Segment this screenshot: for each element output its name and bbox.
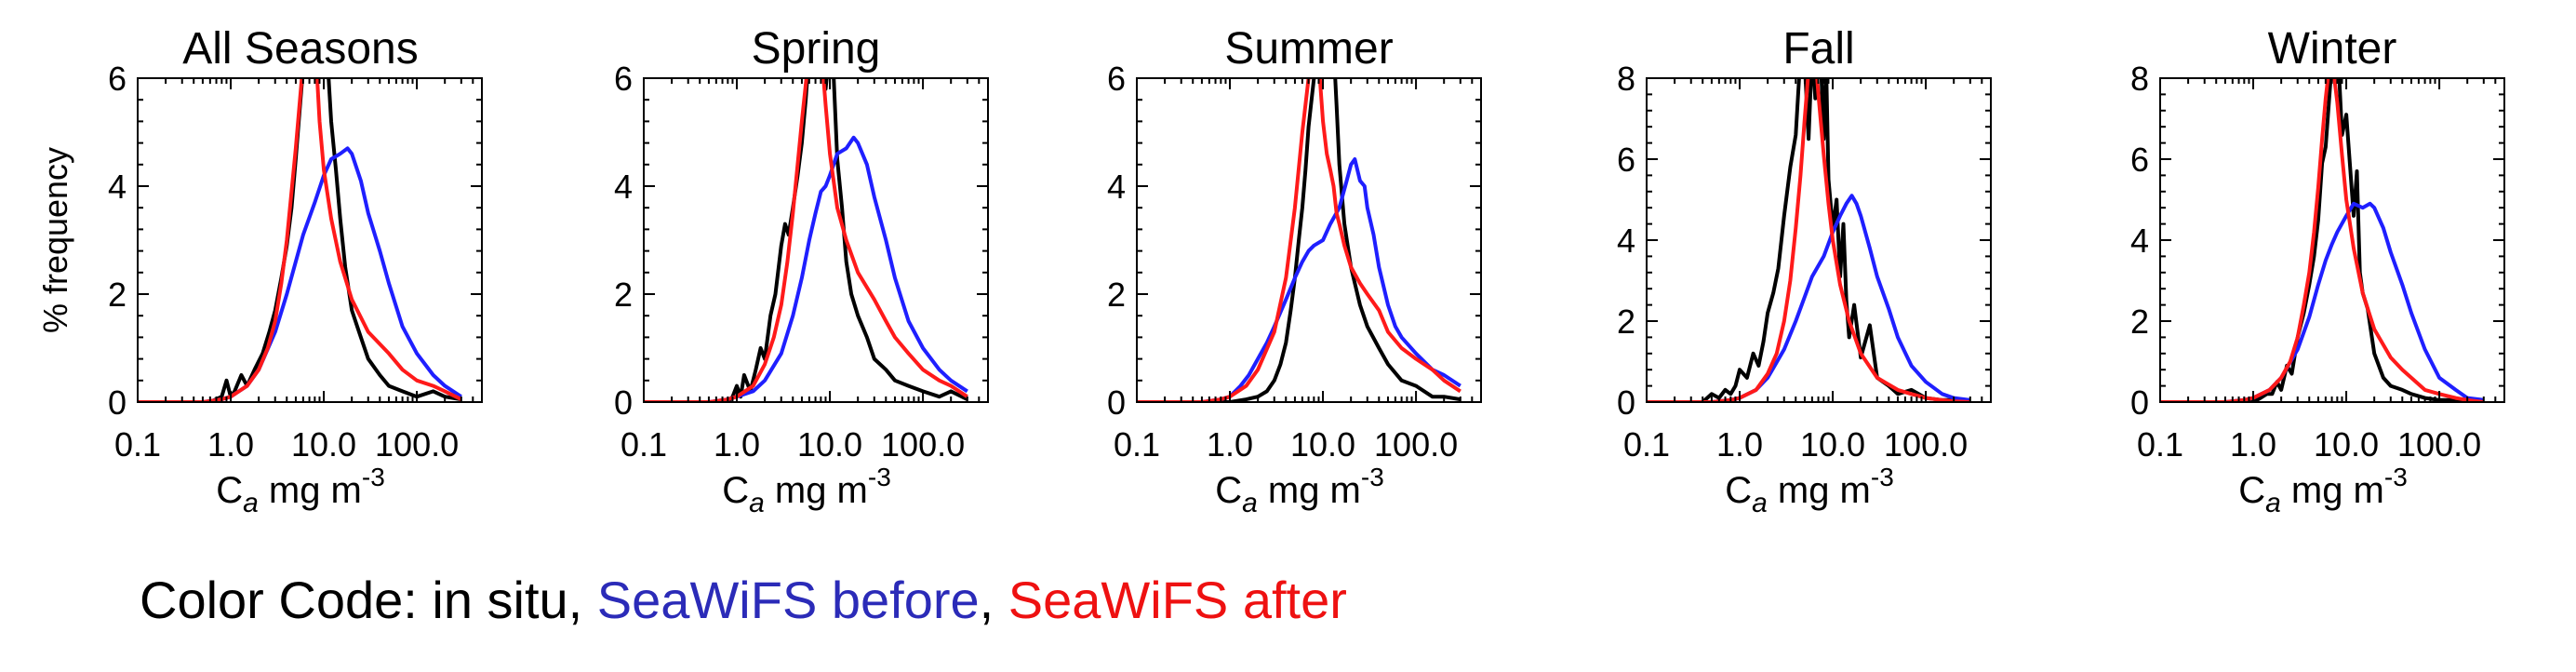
y-tick-label: 6 (2130, 141, 2149, 179)
y-tick-label: 0 (2130, 383, 2149, 422)
x-axis-label: Ca mg m-3 (1215, 463, 1384, 518)
y-tick-label: 4 (1617, 222, 1635, 260)
series-line-seawifs-after (138, 78, 462, 402)
legend-prefix: Color Code: (140, 571, 433, 629)
chart-title: All Seasons (182, 24, 418, 74)
chart-title: Winter (2268, 24, 2397, 74)
x-tick-label: 10.0 (797, 425, 862, 464)
y-tick-label: 2 (614, 276, 633, 314)
y-tick-label: 4 (108, 168, 127, 206)
x-tick-label: 100.0 (1884, 425, 1968, 464)
y-tick-label: 8 (1617, 60, 1635, 98)
x-tick-label: 1.0 (1716, 425, 1763, 464)
x-tick-label: 0.1 (621, 425, 667, 464)
series-line-in-situ (138, 78, 462, 402)
series-line-seawifs-before (644, 135, 968, 402)
plot-frame (1646, 77, 1992, 403)
x-tick-label: 1.0 (2230, 425, 2276, 464)
x-axis-label: Ca mg m-3 (216, 463, 385, 518)
y-tick-label: 8 (2130, 60, 2149, 98)
chart-title: Spring (752, 24, 881, 74)
x-tick-label: 0.1 (1623, 425, 1670, 464)
y-tick-label: 6 (108, 60, 127, 98)
y-tick-label: 0 (1107, 383, 1126, 422)
x-axis-label: Ca mg m-3 (1725, 463, 1894, 518)
series-line-seawifs-after (644, 78, 968, 402)
x-tick-label: 1.0 (207, 425, 254, 464)
series-line-seawifs-before (1137, 157, 1462, 402)
series-line-in-situ (1137, 78, 1462, 402)
x-tick-label: 10.0 (291, 425, 356, 464)
chart-panel-1: 0.1 1.0 10.0 100.0 0 2 4 6 All Seasons Ca mg m-3%… (36, 24, 483, 518)
legend-item-seawifs-before: SeaWiFS before (596, 571, 980, 629)
y-tick-label: 4 (1107, 168, 1126, 206)
y-tick-label: 0 (614, 383, 633, 422)
chart-panel-2: 0.1 1.0 10.0 100.0 0 2 4 6 Spring Ca mg m-3 (614, 24, 989, 518)
series-line-seawifs-after (2160, 78, 2485, 402)
x-tick-label: 1.0 (1207, 425, 1253, 464)
x-tick-label: 10.0 (1290, 425, 1355, 464)
series-line-seawifs-before (1647, 194, 1971, 402)
y-tick-label: 2 (1107, 276, 1126, 314)
x-tick-label: 10.0 (2314, 425, 2379, 464)
x-tick-label: 100.0 (2397, 425, 2481, 464)
series-line-seawifs-after (1137, 78, 1462, 402)
y-tick-label: 2 (2130, 302, 2149, 341)
chart-panel-5: 0.1 1.0 10.0 100.0 0 2 4 6 8 Winter Ca mg m-3 (2130, 24, 2505, 518)
y-axis-label: % frequency (36, 147, 74, 333)
legend-separator-1: , (567, 571, 597, 629)
y-tick-label: 6 (1617, 141, 1635, 179)
x-tick-label: 100.0 (375, 425, 459, 464)
chart-title: Fall (1782, 24, 1854, 74)
y-tick-label: 2 (1617, 302, 1635, 341)
y-tick-label: 6 (1107, 60, 1126, 98)
x-tick-label: 0.1 (1114, 425, 1160, 464)
series-line-in-situ (2160, 78, 2484, 402)
x-tick-label: 1.0 (714, 425, 760, 464)
series-line-in-situ (1647, 78, 1971, 402)
plot-frame (137, 77, 483, 403)
x-tick-label: 100.0 (1374, 425, 1458, 464)
series-line-seawifs-after (1647, 78, 1970, 402)
y-tick-label: 0 (1617, 383, 1635, 422)
y-tick-label: 4 (2130, 222, 2149, 260)
plot-frame (643, 77, 989, 403)
chart-title: Summer (1224, 24, 1393, 74)
x-tick-label: 0.1 (2137, 425, 2183, 464)
legend-separator-2: , (979, 571, 1008, 629)
chart-panel-4: 0.1 1.0 10.0 100.0 0 2 4 6 8 Fall Ca mg m-3 (1617, 24, 1992, 518)
x-tick-label: 100.0 (881, 425, 965, 464)
legend-item-seawifs-after: SeaWiFS after (1008, 571, 1347, 629)
legend-item-in-situ: in situ (432, 571, 568, 629)
x-tick-label: 0.1 (114, 425, 161, 464)
y-tick-label: 0 (108, 383, 127, 422)
series-line-seawifs-before (2160, 201, 2485, 402)
x-tick-label: 10.0 (1800, 425, 1865, 464)
x-axis-label: Ca mg m-3 (722, 463, 891, 518)
y-tick-label: 6 (614, 60, 633, 98)
x-axis-label: Ca mg m-3 (2238, 463, 2408, 518)
color-code-legend: Color Code: in situ, SeaWiFS before, Sea… (140, 570, 1347, 630)
y-tick-label: 4 (614, 168, 633, 206)
y-tick-label: 2 (108, 276, 127, 314)
chart-panel-3: 0.1 1.0 10.0 100.0 0 2 4 6 Summer Ca mg m-3 (1107, 24, 1482, 518)
series-line-seawifs-before (138, 146, 462, 402)
